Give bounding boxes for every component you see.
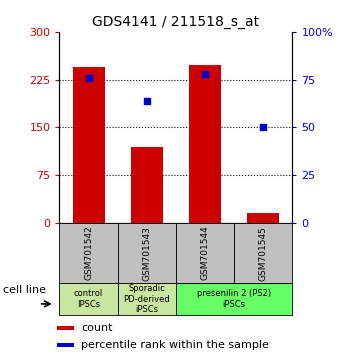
Bar (176, 223, 234, 283)
Bar (57, 343, 74, 347)
Bar (118, 283, 176, 315)
Bar (176, 283, 292, 315)
Bar (189, 65, 221, 223)
Point (202, 71, 208, 77)
Text: GSM701544: GSM701544 (201, 226, 209, 280)
Text: presenilin 2 (PS2)
iPSCs: presenilin 2 (PS2) iPSCs (197, 290, 271, 309)
Text: GSM701543: GSM701543 (142, 225, 151, 281)
Bar (118, 223, 176, 283)
Bar (247, 213, 279, 223)
Bar (57, 326, 74, 330)
Point (86, 75, 91, 81)
Bar (59, 283, 118, 315)
Title: GDS4141 / 211518_s_at: GDS4141 / 211518_s_at (92, 16, 259, 29)
Text: Sporadic
PD-derived
iPSCs: Sporadic PD-derived iPSCs (123, 284, 170, 314)
Text: cell line: cell line (3, 285, 46, 295)
Bar (131, 147, 163, 223)
Text: percentile rank within the sample: percentile rank within the sample (82, 340, 269, 350)
Bar (59, 223, 118, 283)
Text: GSM701542: GSM701542 (84, 226, 93, 280)
Text: GSM701545: GSM701545 (259, 225, 268, 281)
Text: count: count (82, 323, 113, 333)
Text: control
IPSCs: control IPSCs (74, 290, 103, 309)
Point (260, 125, 266, 130)
Bar (234, 223, 292, 283)
Point (144, 98, 150, 103)
Bar (73, 67, 105, 223)
